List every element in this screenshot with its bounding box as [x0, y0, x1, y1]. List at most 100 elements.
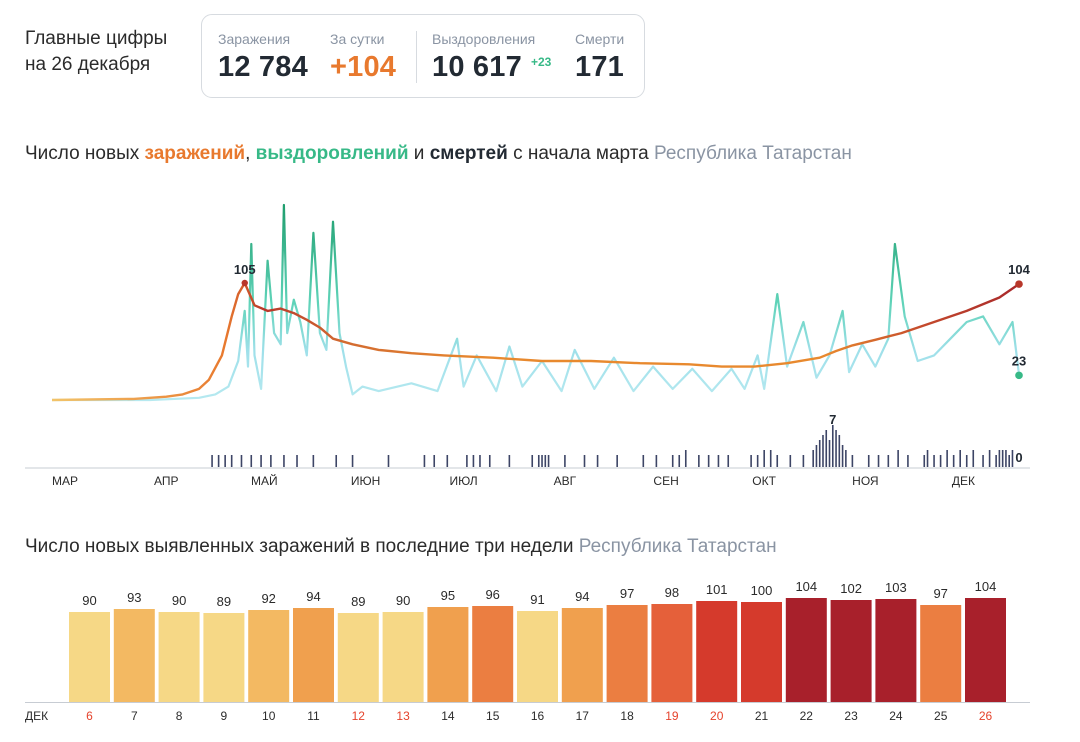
day-label: 10 [262, 709, 276, 723]
bar-value-label: 104 [975, 579, 997, 594]
deaths-bar [998, 450, 1001, 467]
chart2-value-labels: 90 93 90 89 92 94 89 90 95 96 91 94 97 98 101 100 104 102… [82, 579, 996, 609]
chart1-title-deaths: смертей [429, 143, 508, 164]
deaths-bar [750, 455, 752, 467]
deaths-bar [933, 455, 935, 467]
deaths-bar [988, 450, 991, 467]
deaths-bar [217, 455, 220, 467]
deaths-bar [250, 455, 253, 467]
day-bar [248, 610, 290, 702]
deaths-bar [965, 455, 968, 467]
day-bar [785, 598, 827, 702]
infections-peak-label: 105 [234, 262, 256, 277]
deaths-bar [812, 450, 814, 467]
chart1-month-labels: МАР АПР МАЙ ИЮН ИЮЛ АВГ СЕН ОКТ НОЯ ДЕК [52, 473, 975, 488]
stat-daily-value: +104 [330, 51, 397, 83]
deaths-bar [1008, 455, 1010, 467]
bar-value-label: 89 [351, 594, 365, 609]
stat-infections-value: 12 784 [218, 51, 308, 83]
deaths-bar [479, 455, 481, 467]
bar-value-label: 94 [575, 589, 589, 604]
deaths-bar [678, 455, 681, 467]
month-label: АПР [154, 474, 179, 488]
deaths-bar [877, 455, 880, 467]
deaths-bar [466, 455, 468, 467]
bar-value-label: 96 [485, 587, 499, 602]
stat-deaths-label: Смерти [575, 31, 625, 47]
deaths-bar [596, 455, 599, 467]
deaths-bar [789, 455, 792, 467]
deaths-bar [822, 435, 824, 467]
month-label: ОКТ [752, 474, 776, 488]
month-label: МАЙ [251, 473, 278, 488]
stat-infections-label: Заражения [218, 31, 291, 47]
day-label: 14 [441, 709, 455, 723]
deaths-bar [769, 450, 772, 467]
deaths-bar [727, 455, 730, 467]
chart1-title-region: Республика Татарстан [654, 143, 852, 164]
day-bar [337, 613, 379, 702]
deaths-bar [887, 455, 890, 467]
deaths-bar [508, 455, 511, 467]
deaths-bar [446, 455, 449, 467]
stat-recoveries-delta: +23 [531, 55, 552, 69]
bar-value-label: 90 [82, 593, 96, 608]
bar-value-label: 95 [441, 588, 455, 603]
day-bar [965, 598, 1006, 702]
day-label: 22 [800, 709, 814, 723]
header-title: Главные цифры на 26 декабря [25, 26, 167, 78]
day-bar [561, 608, 603, 702]
month-label: СЕН [653, 474, 678, 488]
infections-line [51, 281, 1020, 402]
header-title-line2: на 26 декабря [25, 54, 151, 75]
deaths-bar [488, 455, 491, 467]
bar-value-label: 104 [795, 579, 817, 594]
deaths-bar [867, 455, 870, 467]
bar-value-label: 90 [396, 593, 410, 608]
deaths-bar [959, 450, 961, 467]
day-bar [293, 608, 334, 702]
infections-series [51, 281, 1020, 402]
month-label: МАР [52, 474, 78, 488]
deaths-bar [671, 455, 674, 467]
deaths-bar [698, 455, 700, 467]
bar-value-label: 91 [530, 592, 544, 607]
deaths-bar [472, 455, 475, 467]
bar-value-label: 100 [751, 583, 773, 598]
deaths-bar [270, 455, 272, 467]
month-label: НОЯ [852, 474, 878, 488]
deaths-bar [776, 455, 779, 467]
deaths-bar [260, 455, 262, 467]
deaths-bar [547, 455, 550, 467]
deaths-bar [841, 445, 844, 467]
chart1-title-part3: и [408, 143, 430, 164]
deaths-bar [616, 455, 618, 467]
day-label: 13 [396, 709, 410, 723]
deaths-bar [802, 455, 805, 467]
deaths-bar [995, 455, 997, 467]
day-bar [830, 600, 872, 702]
day-label: 9 [221, 709, 228, 723]
bar-value-label: 102 [840, 581, 862, 596]
day-label: 26 [979, 709, 993, 723]
deaths-bar [544, 455, 547, 467]
day-label: 6 [86, 709, 93, 723]
deaths-bar [224, 455, 226, 467]
month-label: ИЮЛ [450, 474, 478, 488]
deaths-bar [684, 450, 687, 467]
bar-value-label: 103 [885, 580, 907, 595]
day-bar [69, 612, 110, 702]
deaths-bar [296, 455, 298, 467]
deaths-bar [240, 455, 243, 467]
infections-last-marker [1015, 280, 1023, 288]
stat-recoveries-label: Выздоровления [432, 31, 536, 47]
deaths-bar [423, 455, 426, 467]
deaths-bar [946, 450, 948, 467]
deaths-bar [707, 455, 710, 467]
day-label: 16 [531, 709, 545, 723]
deaths-bar [717, 455, 720, 467]
month-label: ДЕК [952, 474, 975, 488]
deaths-bar [335, 455, 338, 467]
day-bar [696, 601, 738, 702]
